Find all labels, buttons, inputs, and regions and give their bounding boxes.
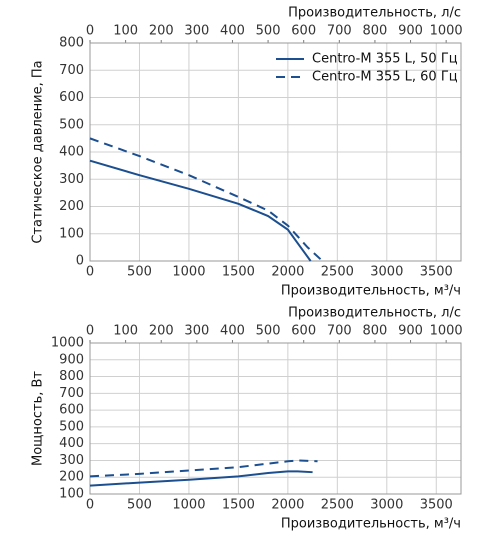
x-tick-label: 1000 (172, 498, 205, 513)
x2-tick-label: 200 (149, 324, 174, 339)
x-tick-label: 3500 (420, 498, 453, 513)
x2-tick-label: 600 (291, 24, 316, 39)
x2-tick-label: 0 (86, 324, 94, 339)
x2-tick-label: 900 (398, 24, 423, 39)
y-tick-label: 300 (59, 172, 84, 187)
x-tick-label: 500 (127, 265, 152, 280)
y-tick-label: 200 (59, 199, 84, 214)
y-tick-label: 800 (59, 36, 84, 51)
x-tick-label: 1000 (172, 265, 205, 280)
x2-tick-label: 100 (113, 24, 138, 39)
x-tick-label: 3500 (420, 265, 453, 280)
x-tick-label: 2500 (321, 498, 354, 513)
plot-frame (89, 42, 462, 262)
x2-tick-label: 400 (220, 324, 245, 339)
series-line (89, 137, 324, 262)
legend-label: Centro-M 355 L, 60 Гц (312, 70, 458, 85)
x2-tick-label: 300 (184, 324, 209, 339)
y-axis-label: Статическое давление, Па (31, 60, 46, 243)
y-tick-label: 100 (59, 226, 84, 241)
y-tick-label: 600 (59, 90, 84, 105)
legend-label: Centro-M 355 L, 50 Гц (312, 52, 458, 67)
x2-tick-label: 200 (149, 24, 174, 39)
x-tick-label: 0 (86, 265, 94, 280)
x-tick-label: 2000 (271, 265, 304, 280)
x2-tick-label: 500 (256, 24, 281, 39)
y-tick-label: 900 (59, 352, 84, 367)
x-tick-label: 1500 (222, 498, 255, 513)
y-axis-label: Мощность, Вт (31, 371, 46, 466)
x-tick-label: 2000 (271, 498, 304, 513)
x2-tick-label: 0 (86, 24, 94, 39)
series-line (89, 459, 318, 478)
x2-tick-label: 800 (363, 324, 388, 339)
y-tick-label: 1000 (51, 336, 84, 351)
y-tick-label: 300 (59, 453, 84, 468)
x-tick-label: 1500 (222, 265, 255, 280)
x2-tick-label: 100 (113, 324, 138, 339)
plot-frame (89, 342, 462, 495)
x2-tick-label: 500 (256, 324, 281, 339)
y-tick-label: 500 (59, 117, 84, 132)
x2-tick-label: 300 (184, 24, 209, 39)
y-tick-label: 700 (59, 63, 84, 78)
x-tick-label: 500 (127, 498, 152, 513)
series-line (89, 470, 313, 487)
x-tick-label: 3000 (370, 265, 403, 280)
y-tick-label: 200 (59, 470, 84, 485)
x2-axis-label: Производительность, л/с (288, 306, 461, 321)
series-line (89, 159, 312, 262)
y-tick-label: 400 (59, 436, 84, 451)
y-tick-label: 0 (76, 254, 84, 269)
y-tick-label: 500 (59, 419, 84, 434)
x-tick-label: 0 (86, 498, 94, 513)
y-tick-label: 100 (59, 487, 84, 502)
x2-tick-label: 700 (327, 24, 352, 39)
y-tick-label: 800 (59, 369, 84, 384)
x2-tick-label: 900 (398, 324, 423, 339)
x-tick-label: 3000 (370, 498, 403, 513)
y-tick-label: 600 (59, 403, 84, 418)
y-tick-label: 400 (59, 145, 84, 160)
x-tick-label: 2500 (321, 265, 354, 280)
x2-axis-label: Производительность, л/с (288, 6, 461, 21)
x-axis-label: Производительность, м³/ч (281, 284, 461, 299)
x2-tick-label: 800 (363, 24, 388, 39)
x2-tick-label: 700 (327, 324, 352, 339)
x-axis-label: Производительность, м³/ч (281, 517, 461, 532)
y-tick-label: 700 (59, 386, 84, 401)
x2-tick-label: 1000 (430, 24, 463, 39)
x2-tick-label: 600 (291, 324, 316, 339)
x2-tick-label: 400 (220, 24, 245, 39)
x2-tick-label: 1000 (430, 324, 463, 339)
